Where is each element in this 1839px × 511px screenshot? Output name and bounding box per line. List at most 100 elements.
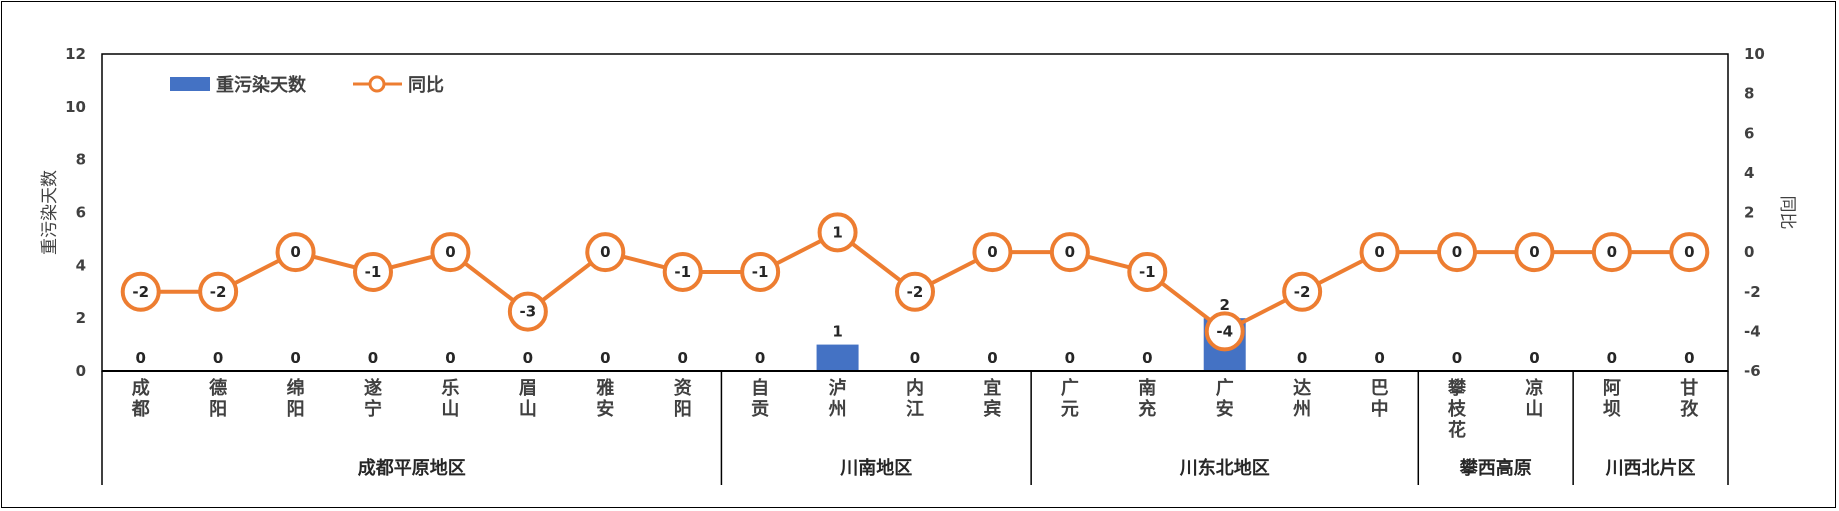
line-point-label: -4 [1216,322,1233,340]
y-right-tick-label: 6 [1744,124,1754,142]
line-point-label: -2 [907,283,924,301]
region-label: 川南地区 [839,457,912,479]
y-left-tick-label: 6 [76,204,86,222]
region-label: 川西北片区 [1605,457,1696,479]
line-point-marker [120,271,161,312]
category-label: 遂宁 [364,377,382,420]
line-point-label: 0 [600,243,610,261]
y-left-tick-label: 2 [76,309,86,327]
y-left-tick-label: 0 [76,362,86,380]
bar-value-label: 0 [1374,349,1384,367]
y-right-tick-label: -2 [1744,283,1761,301]
bar-value-label: 0 [1452,349,1462,367]
bar-value-label: 0 [523,349,533,367]
line-point-marker [1049,232,1090,273]
line-point-marker [353,251,393,292]
line-point-label: 0 [290,243,300,261]
line-point-marker [1591,232,1632,273]
y-left-tick-label: 4 [76,256,86,274]
line-point-label: 0 [1452,243,1462,261]
line-point-marker [275,232,316,273]
category-label: 攀枝花 [1447,377,1467,441]
line-point-marker [430,232,471,273]
bar-value-label: 0 [910,349,920,367]
category-label: 乐山 [441,378,459,420]
line-point-marker [1204,311,1245,352]
category-label: 凉山 [1525,377,1543,420]
bar-value-label: 0 [1142,349,1152,367]
bar-value-label: 0 [213,349,223,367]
category-label: 雅安 [595,377,614,420]
line-point-label: -3 [520,303,537,321]
line-point-marker [1359,232,1400,273]
line-point-marker [1669,232,1710,273]
bar-value-label: 0 [290,349,300,367]
bar-value-label: 0 [135,349,145,367]
line-point-label: -1 [1139,263,1156,281]
category-label: 绵阳 [287,377,305,420]
y-right-tick-label: 10 [1744,45,1765,63]
line-point-marker [507,291,548,332]
line-point-label: -2 [210,283,227,301]
category-label: 宜宾 [983,377,1001,420]
y-right-tick-label: 2 [1744,204,1754,222]
category-label: 达州 [1292,377,1311,420]
region-label: 川东北地区 [1179,457,1270,479]
line-point-marker [1514,232,1555,273]
region-label: 攀西高原 [1459,457,1532,479]
line-point-marker [662,251,703,292]
line-point-marker [198,271,239,312]
y-left-axis-title: 重污染天数 [40,170,60,255]
legend-label-bar: 重污染天数 [216,74,307,96]
line-point-label: -1 [752,263,769,281]
bar-value-label: 0 [755,349,765,367]
line-point-label: 0 [987,243,997,261]
bar-value-label: 0 [1297,349,1307,367]
bar-value-label: 0 [1607,349,1617,367]
category-label: 眉山 [519,378,537,420]
y-right-tick-label: -4 [1744,322,1761,340]
y-left-tick-label: 10 [65,98,86,116]
line-point-marker [1282,271,1323,312]
bar-value-label: 2 [1219,296,1229,314]
y-right-tick-label: 0 [1744,243,1754,261]
line-point-label: 0 [445,243,455,261]
category-label: 资阳 [674,377,692,420]
line-point-label: -1 [674,263,691,281]
bar-value-label: 0 [600,349,610,367]
bar-value-label: 0 [445,349,455,367]
bar [816,344,859,371]
line-point-marker [972,232,1013,273]
region-label: 成都平原地区 [358,457,466,479]
y-right-tick-label: -6 [1744,362,1761,380]
category-label: 成都 [131,377,150,420]
category-label: 阿坝 [1603,378,1621,420]
legend-swatch-marker [368,75,386,93]
bar-value-label: 1 [832,323,842,341]
line-point-marker [817,212,858,253]
line-point-label: 0 [1684,243,1694,261]
line-point-label: 0 [1065,243,1075,261]
line-point-marker [1127,251,1168,292]
plot-area-border [101,53,1729,372]
line-point-label: 0 [1607,243,1617,261]
category-label: 泸州 [828,378,847,420]
y-right-tick-label: 4 [1744,164,1754,182]
y-right-axis-title: 同比 [1777,196,1797,230]
category-label: 广元 [1061,377,1079,420]
bar-value-label: 0 [368,349,378,367]
line-point-label: 0 [1529,243,1539,261]
line-point-label: -1 [365,263,382,281]
category-label: 广安 [1216,377,1234,420]
line-point-label: 1 [832,223,842,241]
line-point-label: -2 [1294,283,1311,301]
line-point-label: 0 [1374,243,1384,261]
legend-swatch-bar [170,77,210,91]
bar-value-label: 0 [987,349,997,367]
bar-value-label: 0 [1065,349,1075,367]
line-point-marker [585,232,626,273]
category-label: 南充 [1138,377,1156,420]
line-point-marker [740,251,781,292]
bar-value-label: 0 [1684,349,1694,367]
